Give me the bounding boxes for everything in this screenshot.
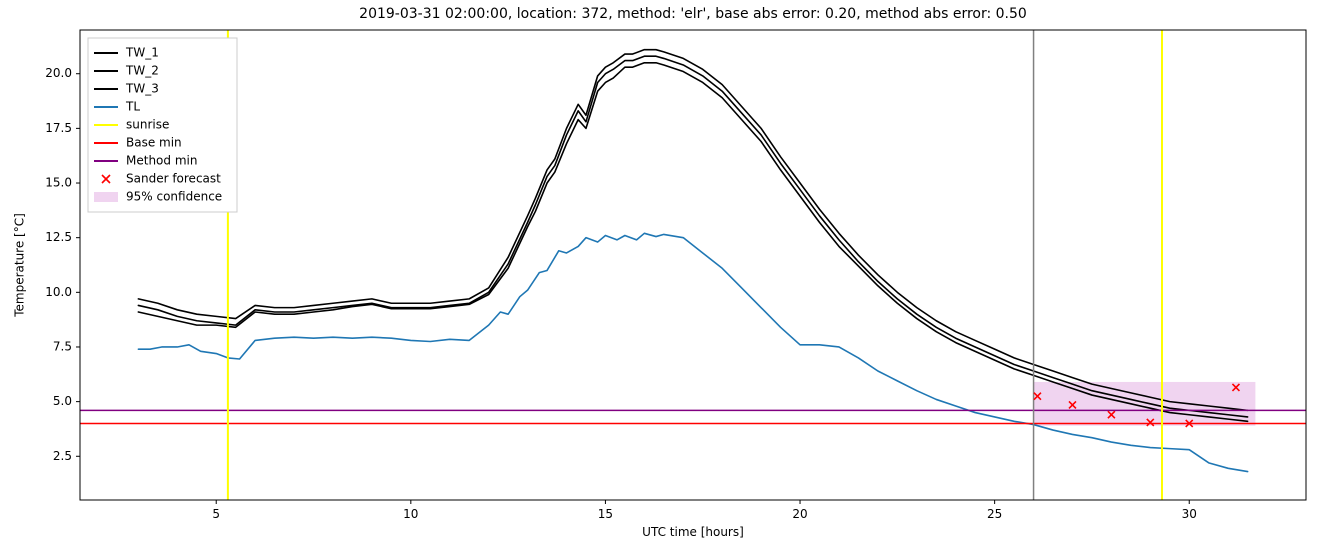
ytick-label: 20.0	[45, 66, 72, 80]
legend-label: TW_1	[125, 46, 159, 60]
xtick-label: 25	[987, 507, 1002, 521]
x-axis-label: UTC time [hours]	[642, 525, 744, 539]
xtick-label: 20	[792, 507, 807, 521]
ytick-label: 17.5	[45, 121, 72, 135]
ytick-label: 12.5	[45, 230, 72, 244]
chart-title: 2019-03-31 02:00:00, location: 372, meth…	[359, 6, 1027, 22]
legend-label: TW_3	[125, 82, 159, 96]
legend-swatch	[94, 192, 118, 202]
chart-svg: 5 10 15 20 25 30 2.5 5.0 7.5 10.0 12.5 15.0 17.5 20.0…	[0, 0, 1324, 547]
ytick-label: 5.0	[53, 394, 72, 408]
legend-label: sunrise	[126, 118, 169, 132]
ytick-label: 15.0	[45, 176, 72, 190]
y-axis-label: Temperature [°C]	[13, 213, 27, 318]
legend-label: 95% confidence	[126, 190, 222, 204]
legend-label: TW_2	[125, 64, 159, 78]
legend-label: TL	[125, 100, 140, 114]
xtick-label: 30	[1182, 507, 1197, 521]
xtick-label: 10	[403, 507, 418, 521]
legend-label: Method min	[126, 154, 197, 168]
xtick-label: 15	[598, 507, 613, 521]
ytick-label: 10.0	[45, 285, 72, 299]
ytick-label: 2.5	[53, 449, 72, 463]
legend-label: Sander forecast	[126, 172, 221, 186]
xtick-label: 5	[212, 507, 220, 521]
legend-label: Base min	[126, 136, 182, 150]
ytick-label: 7.5	[53, 339, 72, 353]
chart-container: 5 10 15 20 25 30 2.5 5.0 7.5 10.0 12.5 15.0 17.5 20.0…	[0, 0, 1324, 547]
legend: TW_1 TW_2 TW_3 TL sunrise Base min Method min S…	[88, 38, 237, 212]
